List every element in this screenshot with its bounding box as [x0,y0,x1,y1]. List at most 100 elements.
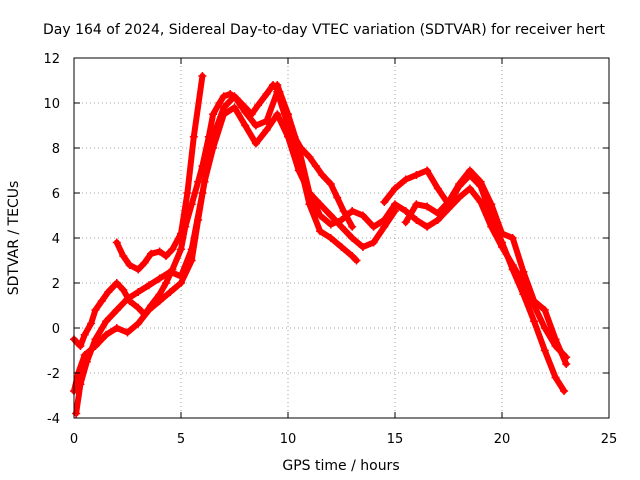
data-point [76,380,85,389]
data-point [326,211,335,220]
data-point [112,306,121,314]
y-tick-label: -4 [47,412,60,427]
y-tick-label: 4 [52,232,60,247]
x-tick-label: 0 [70,432,78,447]
data-point [562,360,571,368]
data-point [273,81,282,89]
data-point [166,288,175,296]
data-point [412,171,421,179]
data-point [530,297,539,305]
data-point [162,279,171,287]
data-point [76,342,85,350]
data-point [241,108,250,116]
data-point [219,103,228,112]
data-point [155,290,164,299]
x-tick-label: 20 [494,432,511,447]
data-point [519,290,528,299]
data-point [339,207,348,215]
data-point [498,238,506,247]
data-point [380,198,389,206]
data-point [423,222,432,231]
data-point [433,209,442,218]
data-point [123,294,132,303]
data-point [540,324,549,332]
data-point [262,126,271,134]
data-point [369,222,378,231]
y-tick-label: -2 [47,367,60,382]
data-point [134,303,143,312]
data-point [134,265,143,274]
data-point [162,252,171,260]
data-point [337,243,346,251]
data-point [444,198,453,206]
data-point [82,357,91,366]
data-point [102,317,111,326]
y-tick-label: 2 [52,277,60,292]
data-point [540,306,549,314]
data-point [187,245,196,254]
grid-lines [74,58,609,418]
data-point [72,409,81,418]
series-layer [70,72,571,418]
data-point [230,92,239,101]
data-point [498,229,506,238]
data-point [519,267,528,276]
data-point [112,238,121,247]
data-point [348,252,357,260]
data-point [465,184,474,193]
series-line-trace-7 [402,167,570,367]
data-point [476,177,485,186]
data-point [262,90,271,98]
data-point [155,247,164,256]
data-point [91,306,100,314]
data-point [530,317,539,326]
data-point [391,200,399,209]
data-point [87,319,96,328]
chart-title: Day 164 of 2024, Sidereal Day-to-day VTE… [43,22,605,38]
data-point [254,101,263,110]
data-point [326,220,335,229]
series-line-trace-6 [381,167,568,394]
data-point [401,218,410,227]
data-point [177,245,185,254]
data-point [311,162,320,170]
data-point [433,184,442,193]
data-point [80,330,89,339]
y-tick-label: 0 [52,322,60,337]
y-tick-label: 6 [52,187,60,202]
data-point [326,234,335,242]
data-point [198,72,207,80]
data-point [337,222,346,231]
data-point [284,110,292,119]
data-point [112,279,121,287]
data-point [540,346,549,355]
data-point [352,256,361,265]
y-tick-label: 8 [52,142,60,157]
data-point [144,281,153,290]
data-point [333,193,342,202]
data-point [380,222,389,231]
data-point [551,373,560,382]
data-point [423,166,432,175]
data-point [401,207,410,215]
data-point [251,139,260,148]
data-point [401,175,410,184]
data-point [318,171,327,179]
data-point [189,132,198,141]
data-point [219,92,228,101]
data-point [348,222,357,231]
data-point [455,193,464,202]
data-point [251,121,260,130]
data-point [187,200,196,209]
axis-ticks: 0 5 10 15 20 25 -4 -2 0 2 4 6 8 10 12 [43,52,617,447]
x-tick-label: 15 [387,432,404,447]
data-point [391,184,399,193]
data-point [177,229,185,238]
data-point [230,103,239,112]
data-point [273,110,282,119]
data-point [91,335,100,344]
data-point [487,200,496,209]
data-point [305,153,314,161]
data-point [316,227,325,236]
